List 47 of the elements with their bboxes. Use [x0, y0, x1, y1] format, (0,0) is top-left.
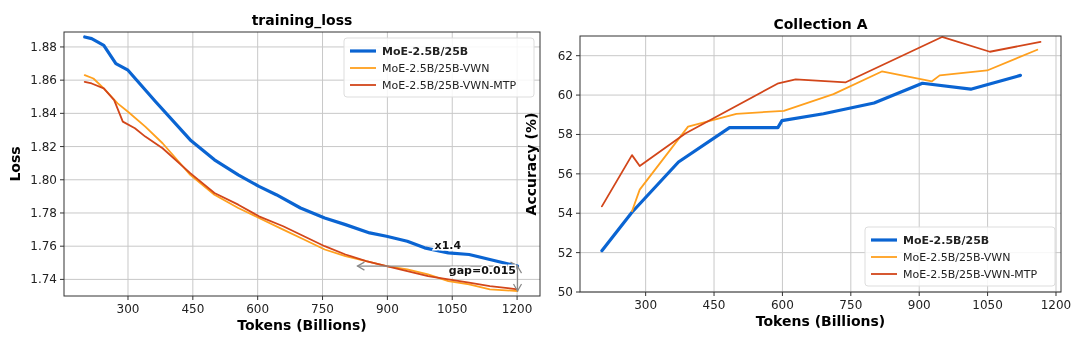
- x-axis-title: Tokens (Billions): [237, 317, 367, 333]
- x-tick-label: 750: [839, 298, 863, 312]
- x-tick-label: 450: [702, 298, 726, 312]
- y-axis-title: Accuracy (%): [523, 112, 539, 216]
- y-tick-label: 1.82: [30, 139, 57, 154]
- annotation: gap=0.015: [448, 264, 516, 277]
- y-tick-label: 1.74: [30, 272, 57, 287]
- x-tick-label: 600: [246, 302, 270, 316]
- x-tick-label: 300: [634, 298, 658, 312]
- x-tick-label: 1050: [972, 298, 1003, 312]
- x-tick-label: 300: [116, 302, 140, 316]
- y-tick-label: 52: [557, 245, 573, 260]
- line-series: [631, 48, 1039, 213]
- y-tick-label: 1.80: [30, 172, 57, 187]
- line-series: [600, 36, 1042, 208]
- y-axis-title: Loss: [7, 146, 23, 182]
- x-tick-label: 750: [311, 302, 334, 316]
- legend-label: MoE-2.5B/25B: [903, 234, 990, 247]
- y-tick-label: 56: [557, 166, 573, 181]
- annotation: x1.4: [434, 239, 462, 253]
- x-axis-title: Tokens (Billions): [755, 313, 886, 329]
- chart-title: Collection A: [773, 16, 868, 32]
- y-tick-label: 1.86: [30, 73, 57, 88]
- x-tick-label: 900: [907, 298, 931, 312]
- x-tick-label: 900: [375, 302, 399, 316]
- y-tick-label: 54: [557, 206, 573, 221]
- x-tick-label: 1200: [1040, 298, 1072, 312]
- y-tick-label: 1.88: [30, 39, 57, 54]
- legend-label: MoE-2.5B/25B-VWN: [382, 62, 490, 75]
- x-tick-label: 1050: [436, 302, 468, 316]
- y-tick-label: 1.76: [30, 239, 57, 254]
- y-tick-label: 58: [557, 127, 573, 142]
- legend-label: MoE-2.5B/25B-VWN-MTP: [903, 268, 1038, 281]
- line-series: [600, 73, 1023, 253]
- legend-label: MoE-2.5B/25B: [382, 45, 469, 58]
- chart-title: training_loss: [251, 12, 353, 29]
- line-series: [83, 35, 520, 268]
- y-tick-label: 60: [557, 88, 573, 103]
- x-tick-label: 600: [770, 298, 794, 312]
- y-tick-label: 1.78: [30, 205, 57, 220]
- x-tick-label: 1200: [501, 302, 533, 316]
- legend-label: MoE-2.5B/25B-VWN: [903, 251, 1011, 264]
- y-tick-label: 1.84: [30, 106, 57, 121]
- x-tick-label: 450: [181, 302, 205, 316]
- legend-label: MoE-2.5B/25B-VWN-MTP: [382, 79, 517, 92]
- y-tick-label: 50: [557, 285, 573, 299]
- y-tick-label: 62: [557, 48, 573, 63]
